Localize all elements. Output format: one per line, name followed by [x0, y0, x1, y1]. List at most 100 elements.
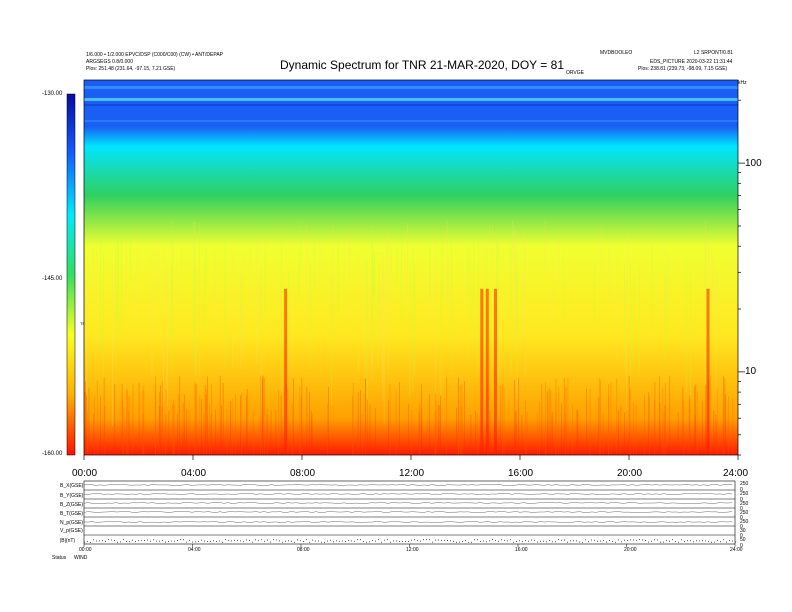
bottom-panel-dot: [102, 540, 103, 542]
spectrum-streak: [563, 249, 564, 318]
spectrum-streak: [379, 264, 380, 345]
spectrum-streak: [577, 410, 579, 455]
bottom-panel-dot: [720, 541, 721, 543]
spectrum-streak: [235, 394, 236, 455]
spectrum-streak: [201, 399, 202, 455]
spectrum-streak: [654, 400, 655, 455]
bottom-panel-dot: [180, 539, 181, 540]
spectrum-streak: [665, 240, 666, 311]
bottom-panel-dot: [351, 540, 352, 542]
bottom-panel-dot: [501, 539, 502, 541]
bottom-panel-dot: [582, 541, 583, 543]
spectrum-streak: [616, 378, 618, 455]
spectrum-streak: [134, 272, 136, 323]
bottom-panel-dot: [291, 540, 292, 542]
spectrum-streak: [241, 393, 243, 455]
spectrum-streak: [429, 394, 430, 455]
spectrum-streak: [458, 378, 459, 455]
spectrum-streak: [104, 406, 106, 455]
spectrum-streak: [287, 388, 289, 455]
bottom-row-label: V_p(GSE): [60, 528, 83, 534]
spectrum-streak: [137, 228, 139, 287]
spectrum-streak: [264, 255, 266, 311]
bottom-panel-dot: [519, 540, 520, 542]
spectrum-streak: [204, 259, 206, 328]
bottom-panel-dot: [165, 541, 166, 543]
spectrum-streak: [264, 241, 266, 320]
spectrum-streak: [514, 412, 516, 455]
spectrum-streak: [460, 384, 462, 455]
spectrum-streak: [100, 229, 101, 355]
bottom-panel-dot: [192, 541, 193, 543]
bottom-panel-dot: [660, 541, 661, 543]
spectrum-streak: [524, 237, 526, 374]
bottom-panel-dot: [201, 539, 202, 541]
spectrum-streak: [298, 250, 300, 300]
spectrum-streak: [717, 273, 718, 342]
spectrum-streak: [160, 385, 161, 455]
bottom-panel-dot: [504, 539, 505, 541]
bottom-panel-dot: [450, 540, 451, 542]
bottom-panel-dot: [87, 540, 88, 542]
bottom-panel-dot: [366, 541, 367, 543]
bottom-right-tick: 250: [740, 510, 749, 516]
header-left-line2: ARGSEGS 0.8/0.000: [86, 59, 133, 65]
bottom-x-tick: 04:00: [188, 547, 201, 553]
bottom-panel-dot: [357, 539, 358, 540]
bottom-panel-dot: [336, 540, 337, 542]
spectrum-streak: [249, 248, 251, 300]
spectrum-streak: [378, 271, 379, 365]
spectrum-streak: [633, 277, 635, 366]
spectrum-streak: [525, 400, 526, 455]
x-tick-label-4: 16:00: [508, 468, 534, 479]
x-tick-label-0: 00:00: [72, 468, 98, 479]
spectrum-streak: [88, 387, 90, 455]
bottom-panel-dot: [420, 540, 421, 542]
bottom-panel-dot: [642, 539, 643, 541]
spectrum-streak: [130, 229, 131, 282]
spectrum-streak: [683, 401, 684, 455]
bottom-panel-dot: [639, 539, 640, 540]
bottom-panel-dot: [513, 541, 514, 543]
bottom-panel-dot: [189, 539, 190, 541]
spectrum-streak: [715, 267, 717, 420]
bottom-panel-dot: [432, 541, 433, 543]
spectrum-streak: [163, 246, 164, 402]
bottom-panel-dot: [678, 541, 679, 543]
spectrum-streak: [512, 220, 513, 263]
spectrum-streak: [267, 408, 268, 455]
header-right-line2: EDS_PICTURE 2020-03-22 11:31:44: [650, 59, 733, 65]
bottom-panel-dot: [354, 540, 355, 542]
y-tick-label-100: 100: [745, 158, 762, 169]
radio-burst: [284, 288, 288, 455]
bottom-panel-dot: [429, 539, 430, 541]
spectrum-streak: [369, 404, 371, 455]
spectrum-streak: [558, 239, 559, 283]
bottom-panel-dot: [681, 539, 682, 541]
bottom-panel-dot: [162, 540, 163, 541]
bottom-panel-dot: [150, 540, 151, 542]
spectrum-streak: [624, 264, 626, 368]
bottom-panel-dot: [435, 539, 436, 541]
footer-status: Status: [52, 555, 67, 561]
spectrum-streak: [184, 394, 185, 455]
bottom-panel-dot: [612, 541, 613, 542]
bottom-panel-dot: [531, 539, 532, 541]
bottom-panel-dot: [561, 539, 562, 541]
colorbar-tick-label-mid: -145.00: [42, 276, 63, 282]
bottom-panel-dot: [273, 539, 274, 541]
spectrum-streak: [195, 383, 197, 455]
bottom-panel-dot: [207, 541, 208, 542]
spectrum-streak: [435, 400, 437, 455]
spectrum-streak: [440, 279, 442, 396]
spectrum-streak: [395, 388, 397, 455]
spectrum-streak: [544, 220, 546, 277]
spectrum-streak: [447, 254, 449, 309]
bottom-panel-dot: [624, 539, 625, 541]
spectrum-streak: [195, 384, 197, 455]
bottom-panel-dot: [369, 541, 370, 543]
spectrum-streak: [86, 395, 87, 455]
spectrum-streak: [126, 388, 127, 455]
bottom-panel-dot: [99, 540, 100, 542]
bottom-panel-dot: [606, 541, 607, 543]
